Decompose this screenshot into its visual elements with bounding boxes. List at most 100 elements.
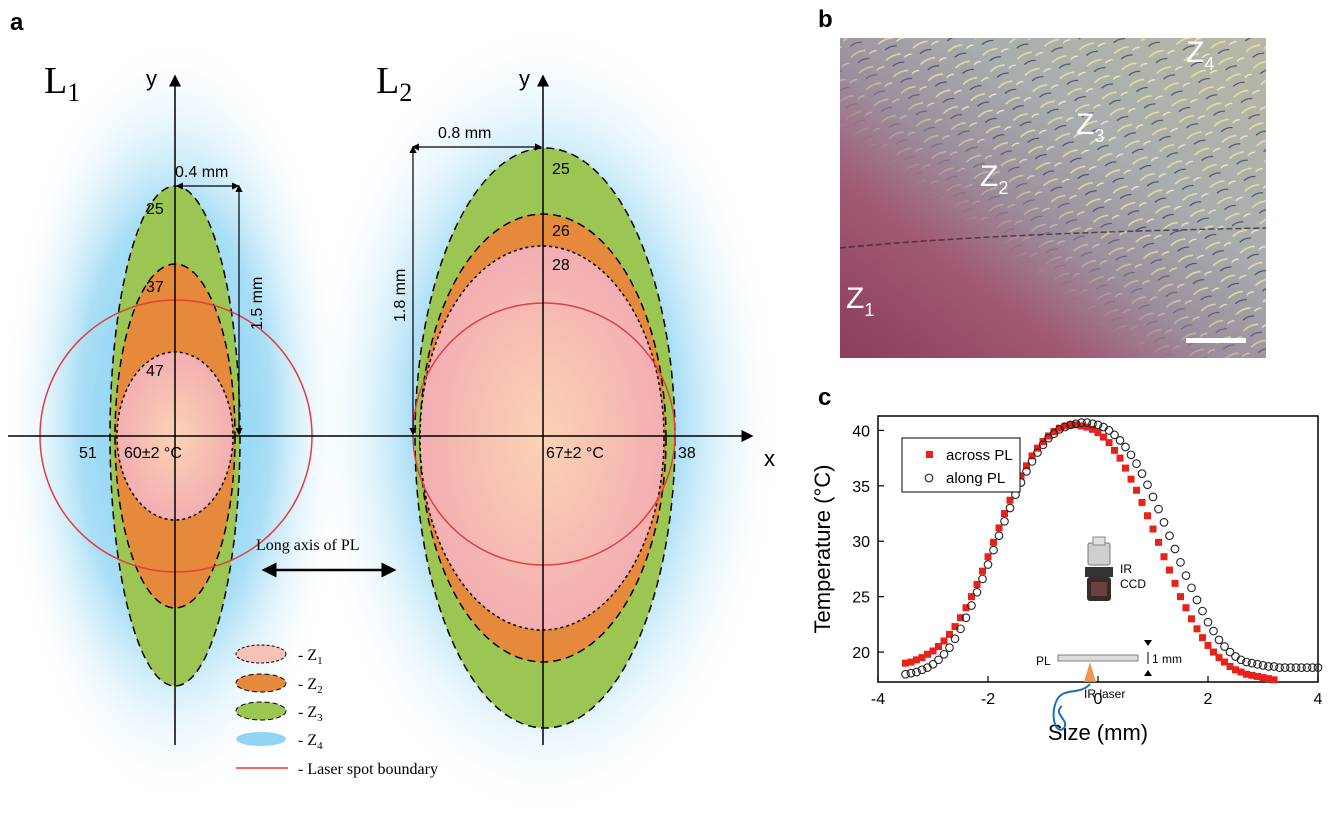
data-point-along-pl xyxy=(1182,572,1190,580)
data-point-across-pl xyxy=(1133,487,1140,494)
micrograph-texture xyxy=(840,38,1266,358)
data-point-along-pl xyxy=(1204,618,1212,626)
data-point-across-pl xyxy=(990,539,997,546)
data-point-along-pl xyxy=(995,532,1003,540)
y-tick-label: 20 xyxy=(852,645,870,662)
data-point-across-pl xyxy=(941,637,948,644)
data-point-along-pl xyxy=(1193,596,1201,604)
data-point-along-pl xyxy=(940,650,948,658)
inset-pl-slab xyxy=(1058,655,1138,661)
data-point-along-pl xyxy=(1177,559,1185,567)
legend-z3-label: - Z3 xyxy=(298,704,323,724)
y-tick-label: 40 xyxy=(852,423,870,440)
legend-z4-swatch xyxy=(236,732,286,746)
scale-bar xyxy=(1186,338,1246,343)
data-point-across-pl xyxy=(1128,476,1135,483)
data-point-along-pl xyxy=(1199,607,1207,615)
data-point-across-pl xyxy=(1155,539,1162,546)
data-point-along-pl xyxy=(907,669,915,677)
data-point-along-pl xyxy=(1215,636,1223,644)
inset-setup: IR CCD PL 1 mm IR laser xyxy=(1036,537,1182,730)
panel-a-letter: a xyxy=(10,9,24,36)
data-point-across-pl xyxy=(1172,580,1179,587)
l1-temp-z1: 47 xyxy=(146,363,164,380)
legend-z4-label: - Z4 xyxy=(298,732,323,752)
data-point-across-pl xyxy=(1271,676,1278,683)
data-point-across-pl xyxy=(1111,447,1118,454)
x-axis-title: Size (mm) xyxy=(1048,720,1148,745)
data-point-along-pl xyxy=(902,670,910,678)
data-point-along-pl xyxy=(1248,659,1256,667)
ir-camera-icon xyxy=(1085,537,1113,601)
l2-width-label: 0.8 mm xyxy=(438,125,491,142)
x-tick-label: -2 xyxy=(981,691,995,708)
legend-z2-label: - Z2 xyxy=(298,676,323,696)
panel-a-diagram: a x L1 y 0.4 mm 1.5 mm 25 37 47 60±2 °C … xyxy=(0,0,800,818)
l1-temp-z3: 25 xyxy=(146,201,164,218)
data-point-across-pl xyxy=(1205,642,1212,649)
long-axis-label: Long axis of PL xyxy=(256,537,360,554)
y-axis-title: Temperature (°C) xyxy=(810,465,835,634)
data-point-along-pl xyxy=(1116,437,1124,445)
data-point-along-pl xyxy=(1171,545,1179,553)
data-point-across-pl xyxy=(1106,439,1113,446)
legend-across-marker xyxy=(926,451,933,458)
data-point-across-pl xyxy=(1194,625,1201,632)
data-point-across-pl xyxy=(996,524,1003,531)
l1-temp-edge: 51 xyxy=(79,445,97,462)
data-point-along-pl xyxy=(1133,460,1141,468)
data-point-along-pl xyxy=(1210,627,1218,635)
data-point-along-pl xyxy=(1001,517,1009,525)
data-point-along-pl xyxy=(946,644,954,652)
data-point-along-pl xyxy=(1127,451,1135,459)
data-point-along-pl xyxy=(984,561,992,569)
x-axis-label: x xyxy=(764,446,775,471)
chart-legend: across PL along PL xyxy=(902,438,1020,492)
data-point-across-pl xyxy=(1188,615,1195,622)
inset-thickness-label: 1 mm xyxy=(1152,652,1182,666)
inset-laser-label: IR laser xyxy=(1084,687,1125,701)
legend-along-label: along PL xyxy=(946,470,1005,487)
l1-y-label: y xyxy=(146,66,157,91)
data-point-along-pl xyxy=(1254,660,1262,668)
data-point-across-pl xyxy=(1177,593,1184,600)
data-point-across-pl xyxy=(1150,526,1157,533)
l2-title: L2 xyxy=(376,60,412,107)
data-point-across-pl xyxy=(1034,445,1041,452)
data-point-across-pl xyxy=(1122,465,1129,472)
data-point-along-pl xyxy=(1138,470,1146,478)
l2-temp-z2: 26 xyxy=(552,223,570,240)
legend-z3-swatch xyxy=(236,702,286,720)
l1-width-label: 0.4 mm xyxy=(175,164,228,181)
data-point-along-pl xyxy=(1188,584,1196,592)
data-point-across-pl xyxy=(1166,567,1173,574)
l1-height-label: 1.5 mm xyxy=(249,277,266,330)
data-point-along-pl xyxy=(1149,493,1157,501)
y-tick-label: 30 xyxy=(852,534,870,551)
data-point-along-pl xyxy=(1144,481,1152,489)
inset-pl-label: PL xyxy=(1036,654,1051,668)
data-point-across-pl xyxy=(1183,604,1190,611)
micrograph-image: Z1 Z2 Z3 Z4 xyxy=(840,38,1266,358)
data-point-across-pl xyxy=(1161,553,1168,560)
data-point-across-pl xyxy=(1139,499,1146,506)
panel-b-letter: b xyxy=(818,6,833,34)
data-point-across-pl xyxy=(985,553,992,560)
data-point-along-pl xyxy=(1160,519,1168,527)
l2-temp-center: 67±2 °C xyxy=(546,445,604,462)
chart-axes: -4 -2 0 2 42025303540Size (mm)Temperature (°… xyxy=(810,416,1323,745)
l2-height-label: 1.8 mm xyxy=(392,269,409,322)
y-tick-label: 35 xyxy=(852,479,870,496)
legend-across-label: across PL xyxy=(946,447,1013,464)
data-point-along-pl xyxy=(951,635,959,643)
data-point-along-pl xyxy=(1155,505,1163,513)
l1-temp-center: 60±2 °C xyxy=(124,445,182,462)
data-point-along-pl xyxy=(1270,663,1278,671)
temperature-chart: -4 -2 0 2 4 20 25 30 35 40 Size (mm) Temperature (°… xyxy=(800,396,1330,816)
data-point-across-pl xyxy=(979,568,986,575)
l1-title: L1 xyxy=(44,60,80,107)
data-point-along-pl xyxy=(1166,532,1174,540)
x-tick-label: -4 xyxy=(871,691,885,708)
inset-laser-beam xyxy=(1084,662,1096,682)
inset-camera-label-2: CCD xyxy=(1120,577,1146,591)
